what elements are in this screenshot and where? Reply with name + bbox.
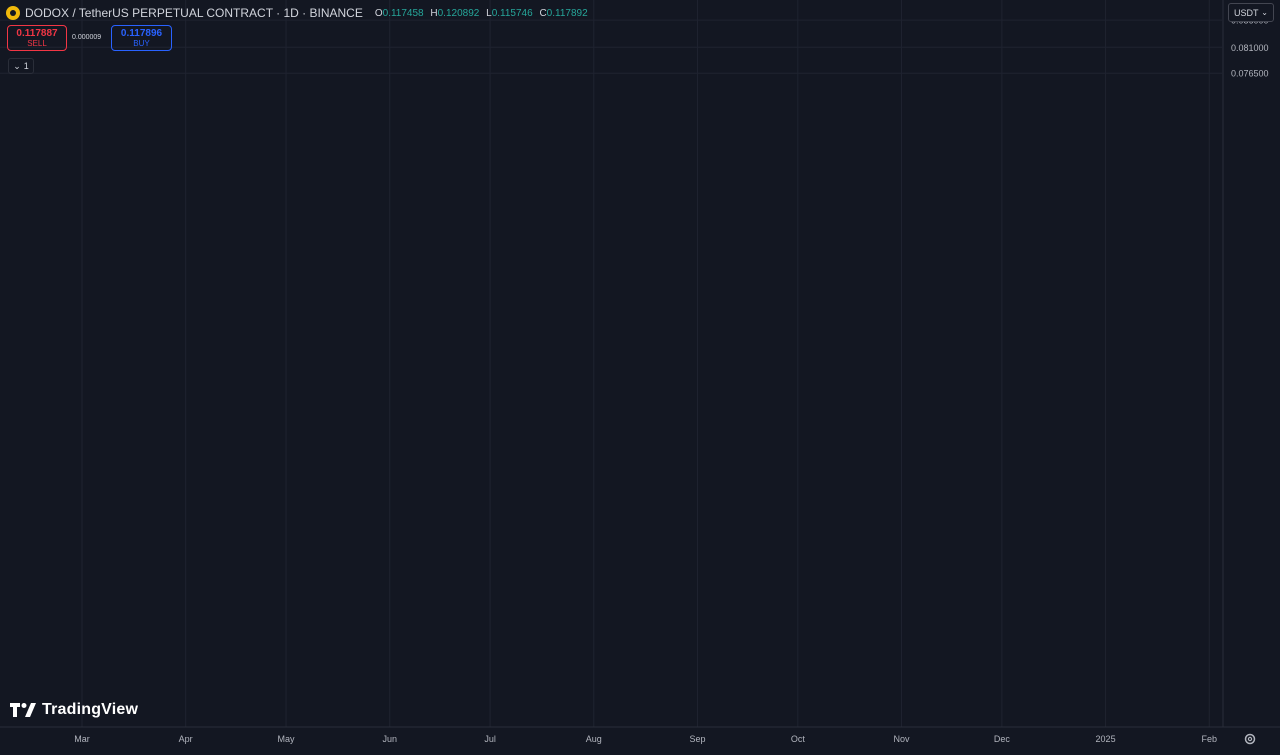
brand-name: TradingView — [42, 701, 139, 718]
buy-price: 0.117896 — [120, 27, 163, 39]
currency-selector[interactable]: USDT ⌄ — [1228, 3, 1274, 22]
x-tick-label: Sep — [689, 734, 705, 744]
buy-button[interactable]: 0.117896 BUY — [111, 25, 172, 51]
sell-button[interactable]: 0.117887 SELL — [7, 25, 67, 51]
close-value: 0.117892 — [546, 7, 588, 19]
x-tick-label: Nov — [894, 734, 911, 744]
close-key: C — [539, 7, 547, 19]
x-tick-label: Mar — [74, 734, 90, 744]
currency-label: USDT — [1234, 7, 1259, 18]
buy-label: BUY — [133, 38, 150, 48]
x-tick-label: Jul — [484, 734, 496, 744]
x-tick-label: Jun — [382, 734, 397, 744]
chevron-down-icon: ⌄ — [1261, 8, 1268, 17]
x-tick-label: Dec — [994, 734, 1011, 744]
low-key: L — [486, 7, 492, 19]
high-key: H — [430, 7, 438, 19]
high-value: 0.120892 — [437, 7, 480, 19]
ohlc-readout: O0.117458 H0.120892 L0.115746 C0.117892 — [375, 8, 592, 19]
tradingview-logo-icon — [10, 703, 36, 717]
x-tick-label: Apr — [179, 734, 193, 744]
x-tick-label: May — [278, 734, 296, 744]
x-tick-label: Feb — [1202, 734, 1218, 744]
low-value: 0.115746 — [491, 7, 533, 19]
symbol-header: DODOX / TetherUS PERPETUAL CONTRACT · 1D… — [6, 5, 592, 21]
dodo-coin-icon — [6, 6, 20, 20]
symbol-title[interactable]: DODOX / TetherUS PERPETUAL CONTRACT · 1D… — [25, 6, 363, 20]
indicator-count: 1 — [23, 61, 29, 71]
chevron-down-icon: ⌄ — [13, 60, 21, 71]
open-value: 0.117458 — [382, 7, 424, 19]
sell-price: 0.117887 — [16, 27, 58, 39]
y-tick-label: 0.081000 — [1231, 43, 1269, 53]
gear-icon[interactable] — [1243, 732, 1257, 746]
x-tick-label: Oct — [791, 734, 806, 744]
x-tick-label: 2025 — [1096, 734, 1116, 744]
tradingview-logo[interactable]: TradingView — [10, 701, 138, 719]
spread-value: 0.000009 — [72, 34, 102, 41]
x-tick-label: Aug — [586, 734, 602, 744]
open-key: O — [374, 7, 383, 19]
indicator-collapse-button[interactable]: ⌄ 1 — [8, 58, 34, 74]
sell-label: SELL — [27, 38, 47, 48]
y-tick-label: 0.076500 — [1231, 69, 1269, 79]
